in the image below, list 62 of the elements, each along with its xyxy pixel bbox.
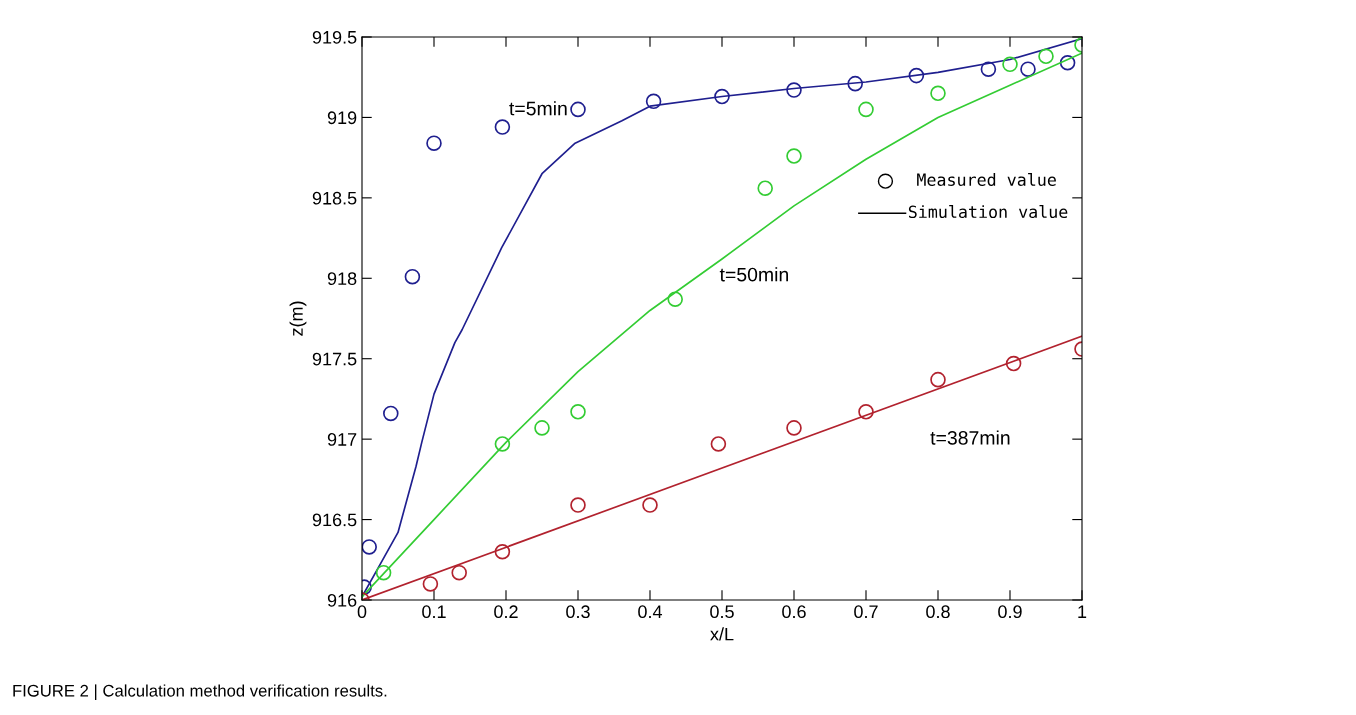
point xyxy=(786,82,802,98)
x-tick-label: 0.3 xyxy=(566,605,590,619)
y-tick-label: 919 xyxy=(327,111,357,125)
point xyxy=(570,497,586,513)
point xyxy=(494,119,511,135)
x-tick-label: 0.5 xyxy=(710,605,734,619)
point xyxy=(786,420,802,436)
y-tick-label: 917 xyxy=(327,433,357,446)
point xyxy=(362,539,377,555)
point xyxy=(645,93,662,110)
point xyxy=(534,420,550,436)
x-tick-label: 0 xyxy=(357,605,367,619)
annotation: Simulation value xyxy=(908,205,1068,219)
point xyxy=(858,101,874,118)
x-tick-label: 1 xyxy=(1078,605,1087,618)
point xyxy=(1020,61,1036,77)
point xyxy=(426,135,442,151)
y-tick-label: 916 xyxy=(327,593,357,607)
annotation: t=5min xyxy=(509,101,567,116)
x-tick-label: 0.7 xyxy=(854,605,878,619)
caption: FIGURE 2 | Calculation method verification results. xyxy=(13,684,387,700)
point xyxy=(1038,48,1054,65)
x-tick-label: 0.1 xyxy=(422,605,446,619)
x-tick-label: 0.8 xyxy=(926,605,950,619)
point xyxy=(714,88,730,105)
x-tick-label: 0.4 xyxy=(638,605,663,619)
point xyxy=(908,67,925,84)
x-axis-title: x/L xyxy=(710,627,734,641)
x-tick-label: 0.9 xyxy=(998,605,1022,619)
annotation: Measured value xyxy=(917,173,1056,187)
point xyxy=(1059,54,1076,71)
point xyxy=(494,436,511,452)
point xyxy=(858,404,874,420)
point xyxy=(786,148,802,164)
y-tick-label: 916.5 xyxy=(312,513,357,527)
point xyxy=(980,61,997,77)
y-tick-label: 919.5 xyxy=(312,30,357,44)
point xyxy=(375,564,392,581)
point xyxy=(404,268,421,285)
point xyxy=(667,291,683,307)
point xyxy=(1005,355,1022,372)
point xyxy=(642,497,658,513)
x-tick-label: 0.2 xyxy=(494,605,518,619)
point xyxy=(710,436,727,452)
y-tick-label: 918.5 xyxy=(312,191,357,205)
point xyxy=(847,75,863,92)
point xyxy=(383,405,399,422)
annotation: t=387min xyxy=(930,430,1010,445)
y-axis-title: z(m) xyxy=(289,301,307,336)
x-tick-label: 0.6 xyxy=(782,605,806,619)
point xyxy=(930,371,946,388)
point xyxy=(930,85,946,102)
point xyxy=(422,576,439,592)
point xyxy=(570,404,586,420)
point xyxy=(757,180,773,196)
point xyxy=(1002,56,1018,73)
point xyxy=(494,543,511,560)
point xyxy=(570,101,586,118)
point xyxy=(451,564,467,581)
y-tick-label: 917.5 xyxy=(312,352,357,366)
y-tick-label: 918 xyxy=(327,272,357,286)
annotation: t=50min xyxy=(719,267,788,282)
